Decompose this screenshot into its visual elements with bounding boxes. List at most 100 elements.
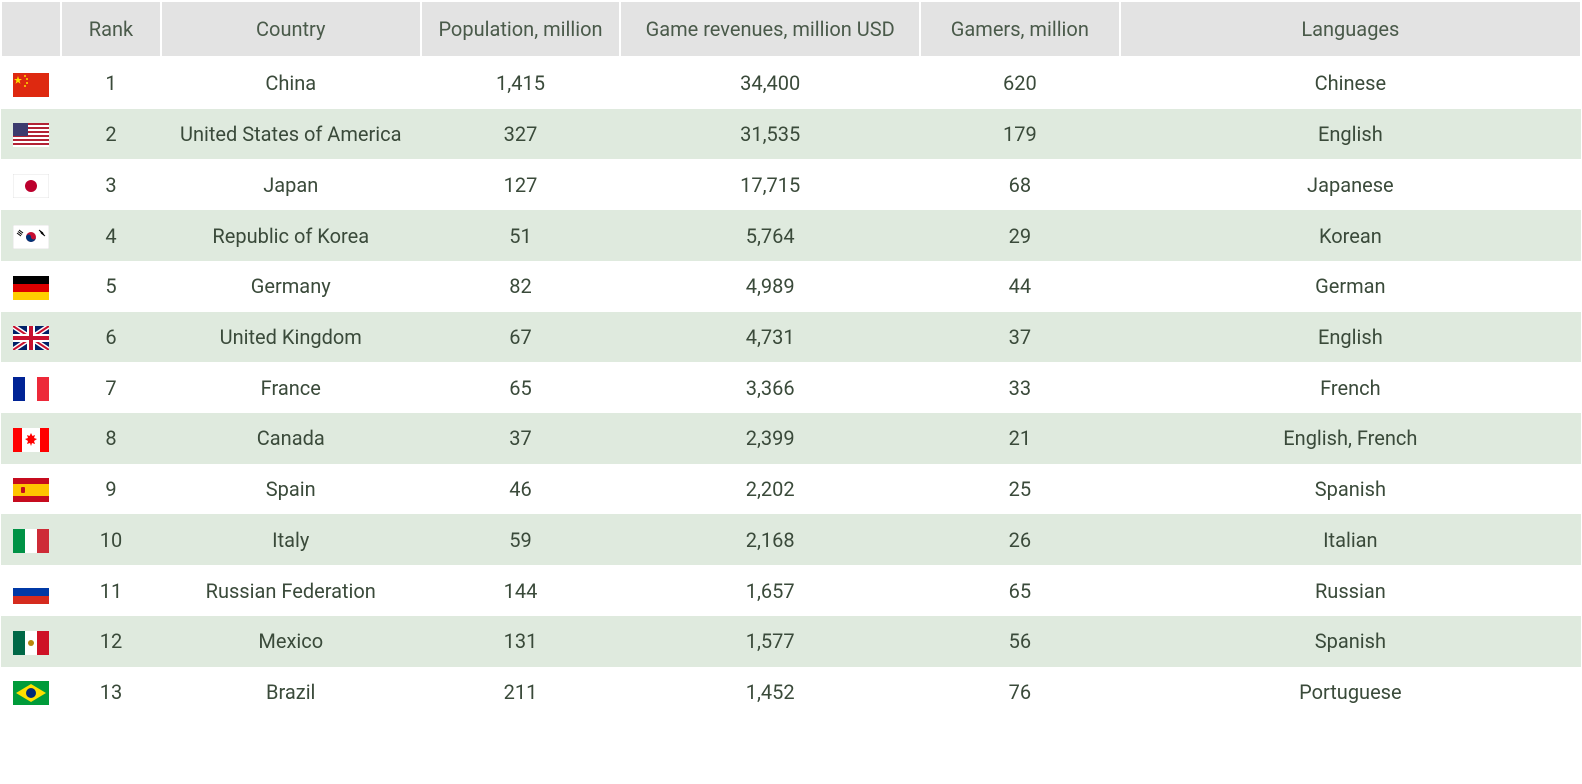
cell-revenue: 4,989 (620, 261, 920, 312)
gb-flag-icon (13, 326, 49, 350)
table-row: 10Italy592,16826Italian (1, 514, 1581, 565)
cell-country: Republic of Korea (161, 210, 421, 261)
cell-country: China (161, 57, 421, 109)
col-header-country: Country (161, 1, 421, 57)
cell-gamers: 76 (920, 667, 1120, 718)
col-header-languages: Languages (1120, 1, 1581, 57)
cell-languages: English (1120, 312, 1581, 363)
cell-population: 327 (421, 109, 621, 160)
cell-gamers: 33 (920, 362, 1120, 413)
cell-flag (1, 464, 61, 515)
table-row: 5Germany824,98944German (1, 261, 1581, 312)
table-row: 8Canada372,39921English, French (1, 413, 1581, 464)
cell-gamers: 26 (920, 514, 1120, 565)
cell-country: Germany (161, 261, 421, 312)
cell-revenue: 1,452 (620, 667, 920, 718)
cell-gamers: 44 (920, 261, 1120, 312)
cell-rank: 1 (61, 57, 161, 109)
cell-flag (1, 312, 61, 363)
cell-population: 51 (421, 210, 621, 261)
cell-gamers: 179 (920, 109, 1120, 160)
us-flag-icon (13, 123, 49, 147)
kr-flag-icon (13, 225, 49, 249)
cell-revenue: 2,202 (620, 464, 920, 515)
cell-country: France (161, 362, 421, 413)
cell-rank: 10 (61, 514, 161, 565)
cell-revenue: 34,400 (620, 57, 920, 109)
cell-population: 127 (421, 159, 621, 210)
cell-flag (1, 565, 61, 616)
cell-languages: Portuguese (1120, 667, 1581, 718)
cell-gamers: 37 (920, 312, 1120, 363)
cell-country: Mexico (161, 616, 421, 667)
cell-rank: 5 (61, 261, 161, 312)
mx-flag-icon (13, 631, 49, 655)
table-row: 9Spain462,20225Spanish (1, 464, 1581, 515)
de-flag-icon (13, 276, 49, 300)
col-header-rank: Rank (61, 1, 161, 57)
table-row: 3Japan12717,71568Japanese (1, 159, 1581, 210)
cell-flag (1, 413, 61, 464)
ca-flag-icon (13, 428, 49, 452)
cell-languages: Korean (1120, 210, 1581, 261)
cell-flag (1, 362, 61, 413)
cell-country: Italy (161, 514, 421, 565)
cell-flag (1, 514, 61, 565)
it-flag-icon (13, 529, 49, 553)
cell-gamers: 68 (920, 159, 1120, 210)
col-header-flag (1, 1, 61, 57)
table-row: 11Russian Federation1441,65765Russian (1, 565, 1581, 616)
table-row: 2United States of America32731,535179Eng… (1, 109, 1581, 160)
table-body: 1China1,41534,400620Chinese2United State… (1, 57, 1581, 717)
cell-rank: 9 (61, 464, 161, 515)
fr-flag-icon (13, 377, 49, 401)
cell-rank: 8 (61, 413, 161, 464)
cell-flag (1, 667, 61, 718)
cell-languages: Italian (1120, 514, 1581, 565)
cell-population: 37 (421, 413, 621, 464)
cell-flag (1, 159, 61, 210)
cell-flag (1, 616, 61, 667)
cell-rank: 12 (61, 616, 161, 667)
cell-gamers: 29 (920, 210, 1120, 261)
cell-revenue: 2,168 (620, 514, 920, 565)
es-flag-icon (13, 478, 49, 502)
cell-country: United Kingdom (161, 312, 421, 363)
cell-gamers: 620 (920, 57, 1120, 109)
table-row: 6United Kingdom674,73137English (1, 312, 1581, 363)
cell-languages: Chinese (1120, 57, 1581, 109)
cell-languages: Russian (1120, 565, 1581, 616)
cell-population: 1,415 (421, 57, 621, 109)
cell-flag (1, 109, 61, 160)
cell-rank: 13 (61, 667, 161, 718)
table-row: 4Republic of Korea515,76429Korean (1, 210, 1581, 261)
cell-gamers: 25 (920, 464, 1120, 515)
ru-flag-icon (13, 580, 49, 604)
cell-revenue: 3,366 (620, 362, 920, 413)
cell-country: United States of America (161, 109, 421, 160)
cell-population: 131 (421, 616, 621, 667)
table-row: 13Brazil2111,45276Portuguese (1, 667, 1581, 718)
cell-flag (1, 57, 61, 109)
table-row: 12Mexico1311,57756Spanish (1, 616, 1581, 667)
cell-languages: German (1120, 261, 1581, 312)
cell-flag (1, 210, 61, 261)
cell-languages: Spanish (1120, 464, 1581, 515)
col-header-population: Population, million (421, 1, 621, 57)
cell-country: Spain (161, 464, 421, 515)
cell-rank: 6 (61, 312, 161, 363)
cell-population: 211 (421, 667, 621, 718)
cell-languages: Japanese (1120, 159, 1581, 210)
cell-population: 144 (421, 565, 621, 616)
table-row: 7France653,36633French (1, 362, 1581, 413)
cell-revenue: 4,731 (620, 312, 920, 363)
cell-rank: 7 (61, 362, 161, 413)
cell-population: 46 (421, 464, 621, 515)
cell-population: 67 (421, 312, 621, 363)
cell-languages: English (1120, 109, 1581, 160)
cell-rank: 3 (61, 159, 161, 210)
cell-country: Canada (161, 413, 421, 464)
cell-population: 59 (421, 514, 621, 565)
cell-gamers: 65 (920, 565, 1120, 616)
cell-flag (1, 261, 61, 312)
